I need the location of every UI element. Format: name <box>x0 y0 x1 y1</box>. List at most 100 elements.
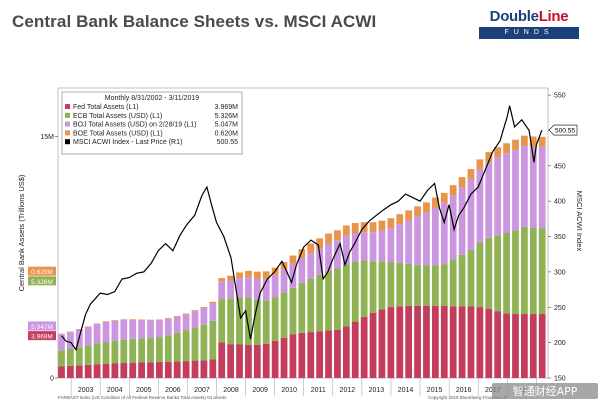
bar-segment-2 <box>494 235 502 312</box>
legend-swatch <box>65 121 70 127</box>
bar-segment-2 <box>342 264 350 327</box>
bar-segment-1 <box>102 363 110 378</box>
bar-segment-2 <box>262 300 270 344</box>
logo-funds-bar: FUNDS <box>479 27 579 39</box>
doubleline-logo: DoubleLine FUNDS <box>468 8 590 48</box>
bar-segment-4 <box>351 223 359 233</box>
bar-segment-4 <box>342 225 350 236</box>
msci-acwi-line <box>61 105 543 352</box>
left-value-tag-label: 5.326M <box>31 279 53 286</box>
bar-segment-3 <box>476 169 484 243</box>
bar-segment-3 <box>431 207 439 266</box>
bar-segment-1 <box>334 329 341 378</box>
x-tick-label: 2005 <box>136 387 152 394</box>
bar-segment-3 <box>280 269 288 293</box>
legend-swatch <box>65 139 70 145</box>
bar-segment-2 <box>245 297 252 345</box>
x-tick-label: 2008 <box>223 387 239 394</box>
bar-segment-3 <box>440 202 448 265</box>
bar-segment-1 <box>529 314 537 378</box>
bar-segment-4 <box>173 315 181 317</box>
bar-segment-3 <box>253 278 261 300</box>
bar-segment-2 <box>396 262 404 307</box>
bar-segment-3 <box>58 334 65 351</box>
right-tick-label: 350 <box>554 234 566 241</box>
bar-segment-2 <box>458 254 466 307</box>
bar-segment-1 <box>67 365 74 378</box>
bar-segment-2 <box>405 263 413 306</box>
bar-segment-2 <box>467 249 475 307</box>
bar-segment-3 <box>538 146 546 229</box>
legend-swatch <box>65 112 70 118</box>
right-value-tag <box>548 124 578 136</box>
bar-segment-4 <box>138 319 145 321</box>
legend-last-value: 5.047M <box>215 122 239 129</box>
x-tick-label: 2006 <box>165 387 181 394</box>
bar-segment-4 <box>405 210 413 221</box>
bar-segment-1 <box>84 364 92 378</box>
bar-segment-2 <box>423 265 430 306</box>
bar-segment-3 <box>191 311 199 328</box>
right-value-tag-label: 500.55 <box>555 128 575 135</box>
bar-segment-4 <box>378 220 386 231</box>
bar-segment-1 <box>342 326 350 378</box>
bar-segment-4 <box>467 169 475 180</box>
bar-segment-1 <box>423 305 430 378</box>
bar-segment-1 <box>316 331 324 378</box>
bar-segment-3 <box>262 278 270 301</box>
left-value-tag-label: 5.047M <box>31 324 53 331</box>
x-tick-label: 2013 <box>369 387 385 394</box>
bar-segment-3 <box>271 274 279 298</box>
bar-segment-1 <box>182 361 190 378</box>
bar-segment-3 <box>520 145 528 228</box>
x-tick-label: 2007 <box>194 387 210 394</box>
bar-segment-2 <box>378 261 386 310</box>
bar-segment-4 <box>503 143 510 154</box>
bar-segment-2 <box>182 330 190 362</box>
bar-segment-2 <box>325 270 332 331</box>
bar-segment-1 <box>307 332 315 378</box>
bar-segment-4 <box>485 152 493 163</box>
bar-segment-1 <box>156 362 163 378</box>
bar-segment-1 <box>271 340 279 378</box>
bar-segment-1 <box>129 362 137 378</box>
bar-segment-1 <box>387 307 395 378</box>
left-value-tag-label: 3.969M <box>31 334 53 341</box>
bar-segment-4 <box>245 270 252 278</box>
bar-segment-2 <box>307 278 315 333</box>
left-tick-label: 0 <box>50 376 54 383</box>
bar-segment-2 <box>360 260 368 317</box>
bar-segment-2 <box>298 282 306 333</box>
bar-segment-1 <box>218 342 226 378</box>
bar-segment-2 <box>191 327 199 361</box>
bar-segment-1 <box>58 366 65 378</box>
bar-segment-3 <box>120 320 128 340</box>
legend-last-value: 5.326M <box>215 113 239 120</box>
bar-segment-3 <box>67 332 74 349</box>
bar-segment-1 <box>173 361 181 378</box>
bar-segment-1 <box>494 311 502 378</box>
bar-segment-4 <box>218 278 226 282</box>
bar-segment-2 <box>58 350 65 367</box>
bar-segment-4 <box>111 320 119 321</box>
bar-segment-2 <box>280 292 288 338</box>
bar-segment-1 <box>360 316 368 378</box>
bar-segment-2 <box>316 274 324 332</box>
bar-segment-1 <box>236 344 243 378</box>
watermark-bg <box>492 383 598 399</box>
bar-segment-4 <box>369 222 377 233</box>
bar-segment-3 <box>102 321 110 343</box>
bar-segment-2 <box>200 324 208 361</box>
bar-segment-1 <box>111 363 119 378</box>
bar-segment-3 <box>342 235 350 265</box>
bar-segment-2 <box>387 262 395 308</box>
bar-segment-4 <box>494 147 502 158</box>
footer-copyright: Copyright 2019 Bloomberg Finance L.P. <box>428 395 507 400</box>
bar-segment-3 <box>138 320 145 339</box>
bar-segment-2 <box>440 264 448 306</box>
right-tick-label: 400 <box>554 199 566 206</box>
bar-segment-1 <box>191 360 199 378</box>
legend-label: ECB Total Assets (USD) (L1) <box>73 113 162 120</box>
right-axis-title: MSCI ACWI Index <box>575 191 584 252</box>
legend-last-value: 0.620M <box>215 130 239 137</box>
